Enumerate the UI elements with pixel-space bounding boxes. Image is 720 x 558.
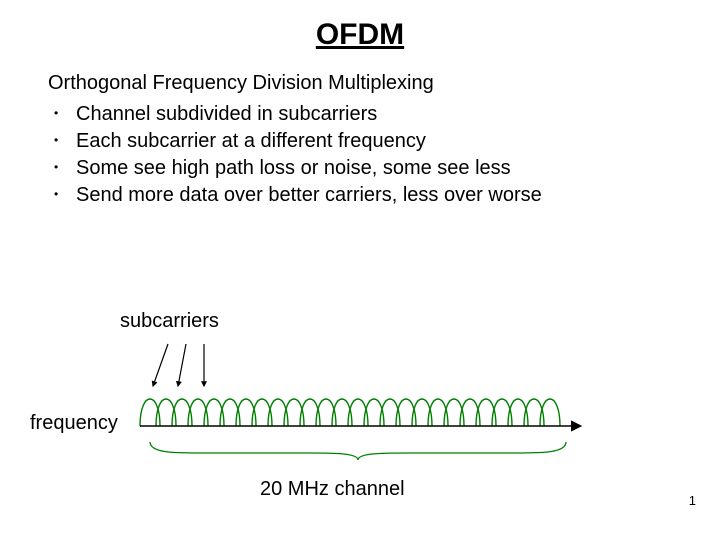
bullet-item: Send more data over better carriers, les… [48, 182, 720, 209]
page-number: 1 [689, 493, 696, 508]
bullet-item: Each subcarrier at a different frequency [48, 128, 720, 155]
bullet-item: Channel subdivided in subcarriers [48, 101, 720, 128]
subtitle: Orthogonal Frequency Division Multiplexi… [48, 72, 720, 95]
page-title: OFDM [0, 18, 720, 52]
ofdm-diagram [120, 338, 600, 468]
channel-label: 20 MHz channel [260, 478, 405, 501]
subcarriers-label: subcarriers [120, 310, 219, 333]
frequency-label: frequency [30, 412, 118, 435]
bullet-item: Some see high path loss or noise, some s… [48, 155, 720, 182]
bullet-list: Channel subdivided in subcarriers Each s… [48, 101, 720, 209]
